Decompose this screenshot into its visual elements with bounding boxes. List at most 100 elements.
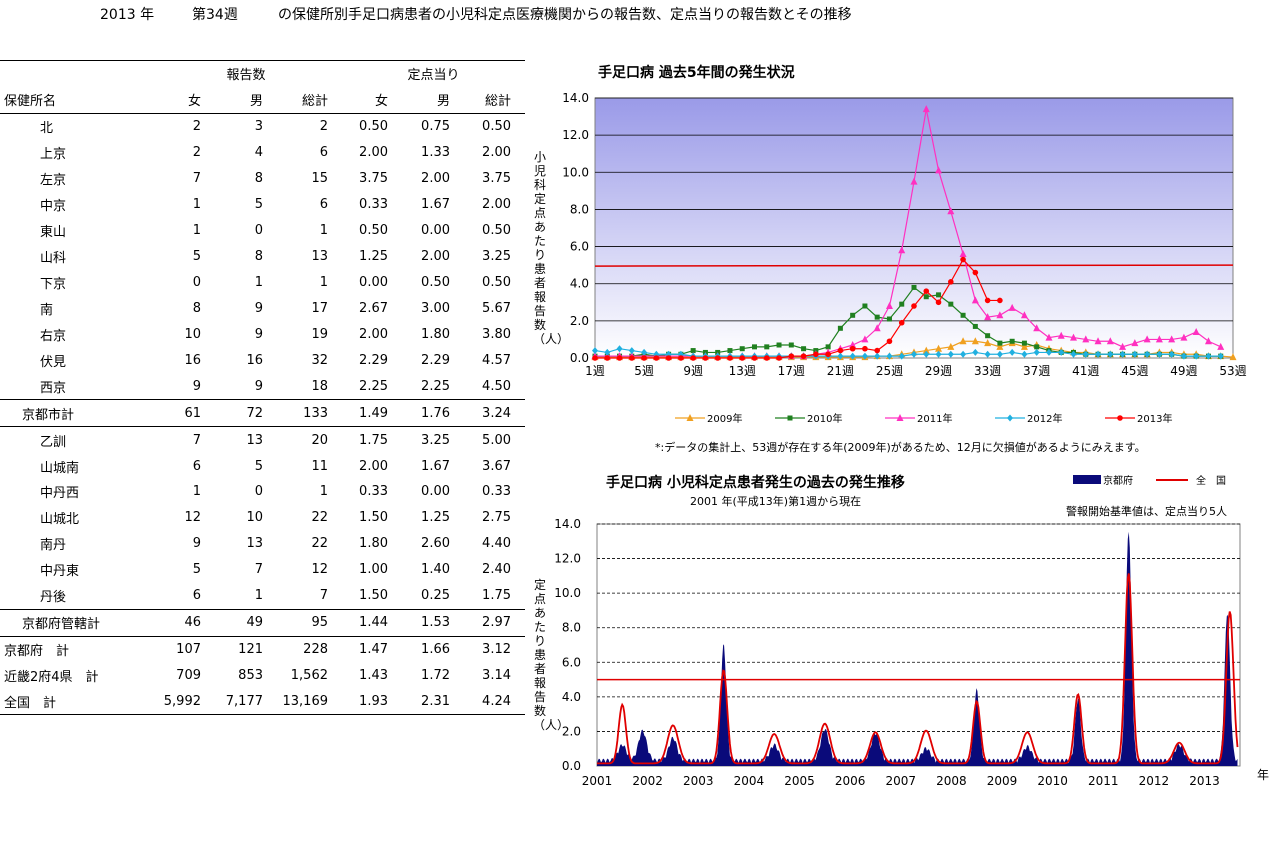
table-row: 京都府 計 107 121 228 1.47 1.66 3.12 [0, 635, 525, 663]
table-row: 近畿2府4県 計 709 853 1,562 1.43 1.72 3.14 [0, 663, 525, 689]
chart1-ytick: 8.0 [570, 202, 589, 216]
chart1-ytick: 14.0 [562, 91, 589, 105]
cell-f: 709 [176, 668, 201, 684]
cell-f: 61 [150, 399, 215, 428]
cell-pm: 1.80 [421, 326, 450, 342]
table-row: 西京 9 9 18 2.25 2.25 4.50 [0, 373, 525, 399]
cell-pf: 0.33 [359, 484, 388, 500]
chart1-point [898, 319, 905, 326]
cell-f: 2 [192, 119, 201, 135]
chart1-point [727, 348, 733, 354]
cell-pm: 1.72 [421, 668, 450, 684]
cell-m: 0 [254, 484, 263, 500]
chart1-point [948, 301, 954, 307]
chart1-point [1180, 333, 1188, 341]
cell-pf: 2.00 [359, 326, 388, 342]
cell-pm: 1.76 [402, 399, 464, 428]
row-name: 東山 [40, 225, 67, 241]
cell-pf: 1.80 [359, 536, 388, 552]
group-reports: 報告数 [150, 59, 342, 87]
chart2-history: 0.0 2.0 4.0 6.0 8.0 10.0 12.0 14.0 2001 2002 2003 2… [554, 474, 1269, 788]
table-row: 伏見 16 16 32 2.29 2.29 4.57 [0, 347, 525, 373]
cell-t: 1 [319, 484, 328, 500]
cell-pm: 0.00 [421, 223, 450, 239]
chart2-xtick: 2013 [1189, 774, 1220, 788]
chart1-point [910, 177, 918, 185]
chart2-xtick: 2011 [1088, 774, 1119, 788]
chart1-point [1106, 337, 1114, 345]
chart1-point [873, 324, 881, 332]
chart1-point [1021, 340, 1027, 346]
cell-pm: 0.50 [421, 274, 450, 290]
cell-pt: 3.12 [464, 635, 525, 663]
chart1-point [972, 269, 979, 276]
row-name: 中丹西 [40, 486, 80, 502]
chart1-point [592, 347, 598, 355]
chart1-point [1009, 348, 1016, 356]
row-name: 山城南 [40, 460, 80, 476]
chart1-point [1143, 335, 1151, 343]
chart1-point [911, 303, 917, 309]
chart2-ytick: 2.0 [562, 724, 581, 738]
cell-pt: 5.67 [482, 300, 511, 316]
chart1-xtick: 49週 [1170, 364, 1197, 378]
cell-pm: 0.75 [421, 119, 450, 135]
chart1-point [1180, 352, 1187, 360]
chart1-point [947, 207, 955, 215]
cell-pt: 2.97 [464, 608, 525, 637]
cell-m: 8 [254, 171, 263, 187]
chart1-point [1009, 338, 1015, 344]
chart1-point [1020, 311, 1028, 319]
cell-pf: 2.67 [359, 300, 388, 316]
cell-f: 5 [192, 562, 201, 578]
cell-t: 22 [311, 536, 328, 552]
chart1-ytick: 12.0 [562, 128, 589, 142]
cell-pt: 0.50 [482, 119, 511, 135]
chart1-point [1095, 350, 1102, 358]
chart1-point [886, 338, 893, 345]
chart1-point [1021, 350, 1028, 358]
chart1-point [1033, 348, 1040, 356]
chart2-title: 手足口病 小児科定点患者発生の過去の発生推移 [606, 475, 905, 491]
chart1-point [1193, 352, 1200, 360]
cell-m: 1 [254, 274, 263, 290]
cell-pf: 1.75 [359, 432, 388, 448]
cell-m: 7 [254, 562, 263, 578]
chart2-ytick: 10.0 [554, 586, 581, 600]
cell-pm: 1.33 [421, 145, 450, 161]
cell-t: 1 [319, 223, 328, 239]
chart1-point [1045, 333, 1053, 341]
cell-t: 22 [311, 510, 328, 526]
table-row: 中丹西 1 0 1 0.33 0.00 0.33 [0, 479, 525, 505]
table-row: 南丹 9 13 22 1.80 2.60 4.40 [0, 531, 525, 557]
col-female: 女 [150, 86, 215, 114]
chart1-xtick: 53週 [1219, 364, 1246, 378]
chart2-ytick: 14.0 [554, 517, 581, 531]
cell-f: 10 [184, 326, 201, 342]
cell-pm: 2.25 [421, 378, 450, 394]
chart1-point [776, 355, 782, 361]
cell-m: 7,177 [215, 688, 277, 716]
cell-f: 1 [192, 223, 201, 239]
chart1-point [874, 352, 881, 360]
row-name: 南 [40, 302, 54, 318]
table-row: 丹後 6 1 7 1.50 0.25 1.75 [0, 583, 525, 609]
chart1-legend-marker [1117, 415, 1123, 421]
cell-pm: 2.29 [421, 352, 450, 368]
cell-pt: 3.67 [482, 458, 511, 474]
chart1-point [972, 348, 979, 356]
chart1-point [861, 335, 869, 343]
row-name: 下京 [40, 276, 67, 292]
chart2-xtick: 2008 [936, 774, 967, 788]
cell-f: 1 [192, 197, 201, 213]
chart1-point [861, 352, 868, 360]
cell-pf: 0.33 [359, 197, 388, 213]
cell-t: 95 [277, 608, 342, 637]
cell-m: 4 [254, 145, 263, 161]
cell-pm: 2.00 [421, 171, 450, 187]
cell-f: 16 [184, 352, 201, 368]
chart1-xtick: 17週 [778, 364, 805, 378]
row-name: 中京 [40, 199, 67, 215]
cell-pf: 1.49 [342, 399, 402, 428]
chart2-ytick: 4.0 [562, 690, 581, 704]
